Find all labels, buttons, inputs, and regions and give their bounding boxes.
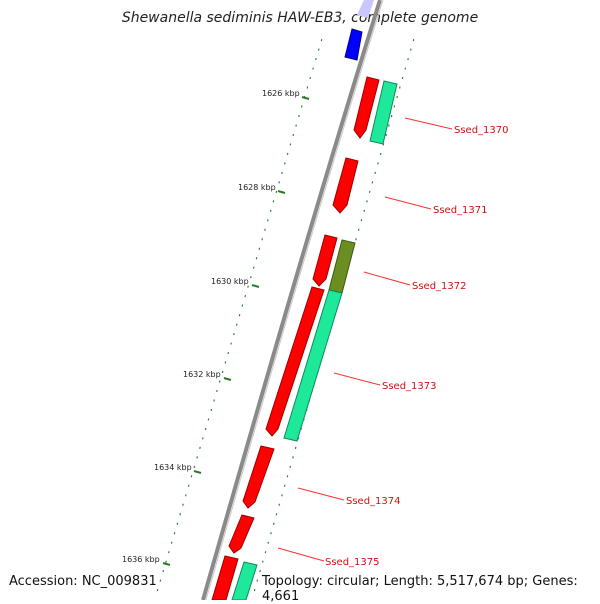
gene-feature-ssed-1371[interactable] bbox=[333, 158, 358, 213]
tick-mark-1628 bbox=[278, 191, 285, 193]
gene-pointer-1375 bbox=[278, 548, 324, 561]
gene-label-1375[interactable]: Ssed_1375 bbox=[325, 557, 380, 568]
tick-label-1626: 1626 kbp bbox=[262, 89, 300, 98]
gene-label-1371[interactable]: Ssed_1371 bbox=[433, 205, 488, 216]
gene-feature-blue[interactable] bbox=[345, 29, 362, 60]
analysis-features bbox=[232, 81, 397, 600]
gene-label-1373[interactable]: Ssed_1373 bbox=[382, 381, 437, 392]
tick-mark-1626 bbox=[302, 97, 309, 99]
tick-mark-1634 bbox=[194, 471, 201, 473]
tick-label-1632: 1632 kbp bbox=[183, 370, 221, 379]
gene-label-1372[interactable]: Ssed_1372 bbox=[412, 281, 467, 292]
tick-mark-1632 bbox=[224, 378, 231, 380]
gene-pointer-1374 bbox=[298, 488, 344, 500]
tick-mark-1630 bbox=[252, 285, 259, 287]
tick-label-1630: 1630 kbp bbox=[211, 277, 249, 286]
gene-label-1370[interactable]: Ssed_1370 bbox=[454, 125, 509, 136]
gene-label-1374[interactable]: Ssed_1374 bbox=[346, 496, 401, 507]
gene-pointer-1373 bbox=[334, 373, 380, 385]
tick-label-1636: 1636 kbp bbox=[122, 555, 160, 564]
tick-track-outer bbox=[157, 40, 322, 590]
gene-feature-blue-faded bbox=[357, 0, 374, 18]
gene-pointer-1372 bbox=[364, 272, 410, 285]
tick-label-1628: 1628 kbp bbox=[238, 183, 276, 192]
tick-mark-1636 bbox=[163, 563, 170, 565]
gene-feature-ssed-1375[interactable] bbox=[229, 515, 254, 553]
gene-pointer-1371 bbox=[385, 197, 431, 209]
gene-pointer-1370 bbox=[405, 118, 452, 129]
tick-label-1634: 1634 kbp bbox=[154, 463, 192, 472]
accession-text: Accession: NC_009831 bbox=[9, 574, 157, 589]
